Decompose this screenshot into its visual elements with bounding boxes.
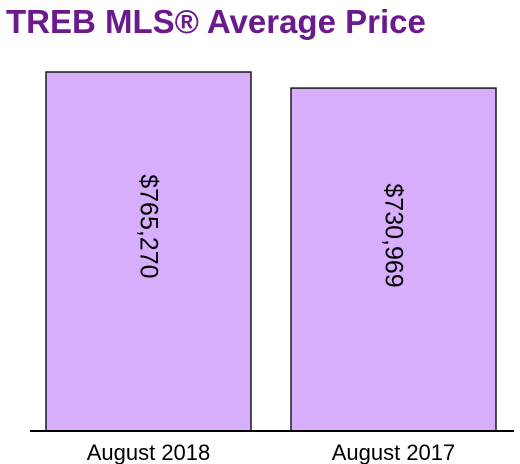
chart-title: TREB MLS® Average Price — [6, 3, 426, 40]
bars-group — [45, 71, 497, 432]
bar-1 — [45, 71, 252, 432]
labels-group: $765,270 August 2018 $730,969 August 2017 — [87, 174, 456, 464]
bar-value-label: $730,969 — [380, 183, 408, 287]
bar-2 — [290, 87, 497, 432]
category-label: August 2017 — [332, 440, 456, 464]
category-label: August 2018 — [87, 440, 211, 464]
bar-value-label: $765,270 — [135, 174, 163, 278]
